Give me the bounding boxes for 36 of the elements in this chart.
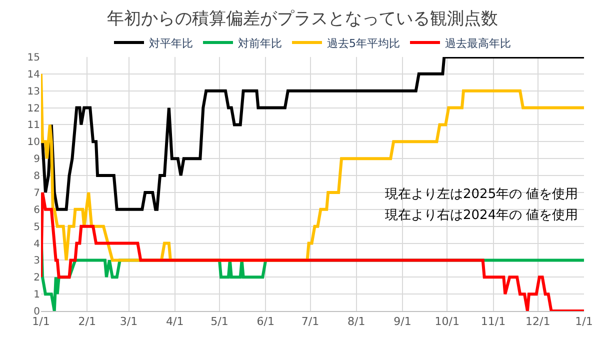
- y-tick-label: 2: [34, 272, 40, 284]
- y-tick-label: 10: [27, 137, 40, 148]
- x-tick-label: 6/1: [256, 315, 274, 328]
- legend-label: 過去最高年比: [445, 36, 511, 50]
- x-tick-label: 2/1: [78, 315, 96, 328]
- y-tick-label: 14: [27, 69, 40, 80]
- y-tick-label: 3: [34, 256, 40, 267]
- legend-label: 過去5年平均比: [327, 36, 400, 50]
- x-tick-label: 7/1: [301, 315, 320, 328]
- legend-label: 対平年比: [149, 36, 193, 50]
- y-tick-label: 4: [34, 238, 40, 250]
- x-tick-label: 9/1: [394, 315, 412, 328]
- y-tick-label: 12: [27, 103, 40, 114]
- annotation: 現在より左は2025年の 値を使用: [385, 187, 578, 202]
- annotation: 現在より右は2024年の 値を使用: [385, 208, 578, 223]
- y-tick-label: 13: [27, 86, 40, 98]
- x-tick-label: 12/1: [526, 315, 550, 328]
- x-tick-label: 1/1: [575, 315, 593, 328]
- y-tick-label: 1: [34, 290, 40, 301]
- y-tick-label: 5: [34, 222, 40, 233]
- y-tick-label: 8: [34, 171, 40, 182]
- x-tick-label: 1/1: [32, 315, 50, 328]
- legend-label: 対前年比: [238, 36, 282, 50]
- y-tick-label: 11: [27, 120, 40, 132]
- y-tick-label: 9: [34, 154, 40, 166]
- x-tick-label: 3/1: [120, 315, 138, 328]
- x-tick-label: 11/1: [480, 315, 506, 328]
- y-tick-label: 6: [34, 204, 40, 216]
- x-tick-label: 5/1: [210, 315, 228, 328]
- y-tick-label: 7: [34, 188, 40, 199]
- y-tick-label: 0: [34, 306, 40, 318]
- x-tick-label: 4/1: [166, 315, 184, 328]
- y-tick-label: 15: [27, 52, 40, 64]
- x-tick-label: 8/1: [348, 315, 366, 328]
- x-tick-label: 10/1: [434, 315, 460, 328]
- chart-title: 年初からの積算偏差がプラスとなっている観測点数: [107, 8, 498, 29]
